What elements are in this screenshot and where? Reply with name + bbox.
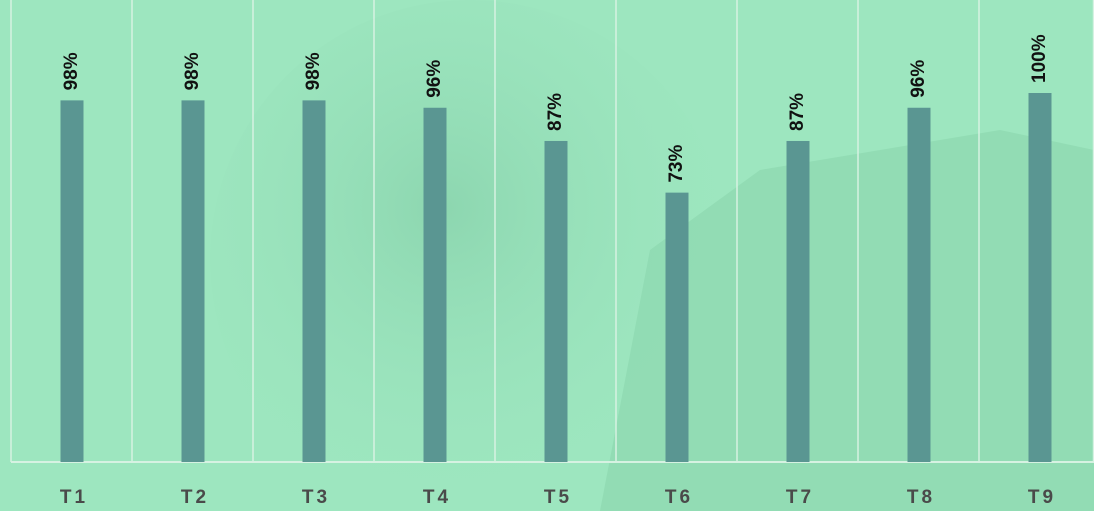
value-label: 87% xyxy=(545,93,566,131)
bar xyxy=(1028,93,1052,462)
value-label: 87% xyxy=(787,93,808,131)
value-label: 98% xyxy=(182,52,203,90)
bar xyxy=(423,107,447,462)
x-tick-label: T6 xyxy=(665,487,693,508)
bar xyxy=(60,100,84,462)
bar xyxy=(907,107,931,462)
bar xyxy=(181,100,205,462)
x-tick-label: T7 xyxy=(786,487,814,508)
value-label: 98% xyxy=(61,52,82,90)
plot-area: 98% T1 98% T2 98% T3 96% T4 87% T5 73% T6 87% T7 96% T8… xyxy=(10,0,1094,508)
x-tick-label: T3 xyxy=(302,487,330,508)
background-shade xyxy=(210,0,730,511)
value-label: 96% xyxy=(424,60,445,98)
x-tick-label: T1 xyxy=(60,487,88,508)
bar xyxy=(665,192,689,462)
value-label: 73% xyxy=(666,144,687,182)
bar xyxy=(302,100,326,462)
x-tick-label: T8 xyxy=(907,487,935,508)
x-tick-label: T2 xyxy=(181,487,209,508)
x-tick-label: T4 xyxy=(423,487,451,508)
bar xyxy=(544,140,568,462)
x-tick-label: T9 xyxy=(1028,487,1056,508)
x-tick-label: T5 xyxy=(544,487,572,508)
value-label: 96% xyxy=(908,60,929,98)
value-label: 98% xyxy=(303,52,324,90)
value-label: 100% xyxy=(1029,34,1050,83)
background-shape xyxy=(600,130,1094,511)
bar xyxy=(786,140,810,462)
